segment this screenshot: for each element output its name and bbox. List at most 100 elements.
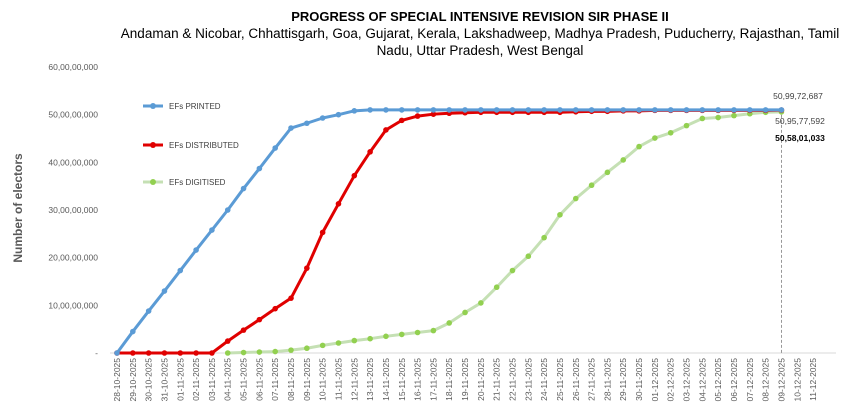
data-point	[272, 145, 279, 151]
data-point	[240, 185, 247, 192]
data-point	[414, 107, 421, 113]
data-point	[367, 149, 373, 155]
data-point	[509, 107, 516, 113]
y-tick-label: -	[95, 348, 98, 358]
data-point	[351, 108, 358, 114]
data-point	[541, 107, 547, 113]
data-point	[319, 115, 326, 121]
x-tick-label: 18-11-2025	[444, 358, 454, 401]
data-point	[446, 320, 453, 326]
series-line-2	[227, 110, 782, 355]
data-point	[224, 207, 231, 213]
x-tick-label: 08-12-2025	[761, 358, 771, 402]
x-tick-label: 25-11-2025	[555, 358, 565, 401]
data-point	[478, 107, 484, 113]
data-point	[319, 342, 326, 349]
data-point	[715, 114, 721, 121]
y-axis-label: Number of electors	[11, 153, 25, 263]
annotation-distributed-total: 50,95,77,592	[775, 116, 825, 126]
x-tick-label: 01-12-2025	[650, 358, 660, 402]
chart-subtitle: Andaman & Nicobar, Chhattisgarh, Goa, Gu…	[120, 26, 840, 58]
data-point	[145, 308, 152, 314]
x-tick-label: 07-12-2025	[745, 358, 755, 402]
data-point	[683, 107, 690, 113]
x-tick-label: 06-11-2025	[254, 358, 264, 401]
data-point	[193, 247, 199, 253]
data-point	[525, 107, 532, 113]
data-point	[272, 305, 279, 312]
data-point	[620, 107, 627, 113]
data-point	[256, 165, 263, 172]
data-point	[588, 182, 595, 189]
y-tick-label: 30,00,00,000	[48, 205, 98, 215]
x-tick-label: 07-11-2025	[270, 358, 280, 401]
data-point	[335, 201, 342, 207]
y-tick-label: 10,00,00,000	[48, 300, 98, 310]
y-tick-label: 60,00,00,000	[48, 62, 98, 72]
legend-marker-distributed	[150, 142, 156, 148]
data-point	[731, 112, 737, 119]
legend-marker-printed	[150, 103, 156, 109]
x-tick-label: 02-11-2025	[191, 358, 201, 401]
x-tick-label: 09-11-2025	[302, 358, 312, 401]
data-point	[209, 350, 215, 356]
data-point	[572, 107, 579, 113]
data-point	[462, 309, 468, 316]
data-point	[493, 284, 500, 291]
data-point	[351, 172, 358, 179]
data-point	[304, 345, 310, 352]
data-point	[209, 227, 215, 233]
data-point	[683, 122, 690, 129]
x-tick-label: 03-12-2025	[682, 358, 692, 402]
x-tick-label: 14-11-2025	[381, 358, 391, 401]
data-point	[145, 350, 152, 356]
x-tick-label: 21-11-2025	[492, 358, 502, 401]
data-point	[699, 115, 706, 122]
x-tick-label: 28-11-2025	[602, 358, 612, 401]
data-point	[240, 349, 247, 356]
data-point	[430, 111, 437, 117]
x-tick-label: 04-12-2025	[697, 358, 707, 402]
data-point	[667, 107, 674, 113]
data-point	[130, 328, 136, 335]
data-point	[383, 127, 389, 133]
data-point	[699, 107, 706, 113]
data-point	[636, 143, 642, 150]
data-point	[161, 288, 168, 294]
x-tick-label: 17-11-2025	[428, 358, 438, 401]
data-point	[319, 229, 326, 236]
data-point	[652, 135, 658, 141]
data-point	[256, 349, 263, 355]
data-point	[256, 316, 263, 323]
data-point	[335, 340, 342, 346]
data-point	[509, 267, 516, 274]
data-point	[588, 107, 595, 113]
data-point	[177, 350, 184, 356]
x-tick-label: 19-11-2025	[460, 358, 470, 401]
data-point	[414, 329, 421, 336]
x-tick-label: 29-10-2025	[128, 358, 138, 402]
data-point	[572, 195, 579, 202]
data-point	[778, 107, 785, 113]
data-point	[224, 338, 231, 344]
data-point	[193, 350, 199, 356]
data-point	[541, 234, 547, 241]
x-tick-label: 23-11-2025	[523, 358, 533, 401]
legend-label-printed: EFs PRINTED	[169, 102, 221, 111]
x-tick-label: 31-10-2025	[159, 358, 169, 402]
data-point	[383, 333, 389, 340]
data-point	[430, 327, 437, 334]
data-point	[114, 350, 120, 356]
data-point	[557, 107, 563, 113]
data-point	[430, 107, 437, 113]
y-tick-label: 40,00,00,000	[48, 157, 98, 167]
x-tick-label: 30-11-2025	[634, 358, 644, 401]
x-tick-label: 24-11-2025	[539, 358, 549, 401]
data-point	[398, 117, 405, 124]
x-tick-label: 08-11-2025	[286, 358, 296, 401]
data-point	[747, 107, 753, 113]
chart-title: PROGRESS OF SPECIAL INTENSIVE REVISION S…	[291, 9, 669, 24]
data-point	[604, 107, 611, 113]
data-point	[462, 107, 468, 113]
